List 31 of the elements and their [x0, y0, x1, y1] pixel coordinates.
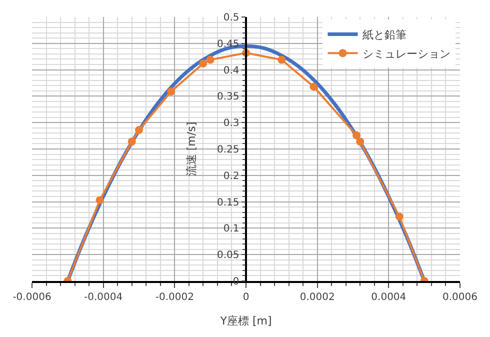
y-tick-label: 0.3 [223, 118, 240, 130]
x-axis-title: Y座標 [m] [219, 314, 272, 328]
point [96, 196, 104, 204]
legend-label: 紙と鉛筆 [362, 28, 407, 42]
point [310, 82, 318, 91]
y-tick-label: 0.15 [216, 197, 240, 208]
x-tick-label: -0.0006 [12, 292, 52, 303]
point [356, 138, 364, 146]
y-tick-label: 0.4 [223, 65, 240, 76]
point [167, 87, 176, 96]
x-tick-label: -0.0004 [84, 292, 123, 303]
y-tick-label: 0.05 [216, 250, 240, 262]
x-tick-label: 0.0006 [442, 292, 478, 303]
x-tick-label: 0.0004 [371, 292, 406, 303]
point [395, 212, 404, 221]
legend-label: シミュレーション [362, 47, 451, 60]
x-tick-label: 0.0002 [300, 292, 335, 303]
point [128, 138, 136, 146]
y-tick-label: 0.1 [223, 224, 240, 235]
x-tick-label: 0 [242, 292, 250, 303]
y-tick-label: 0.25 [216, 144, 240, 156]
point [199, 59, 208, 68]
point [135, 126, 143, 134]
point [278, 56, 286, 64]
y-tick-label: 0.2 [223, 170, 240, 182]
point [206, 56, 214, 64]
x-tick-label: -0.0002 [155, 292, 194, 303]
y-axis-title: 流速 [m/s] [185, 122, 198, 176]
y-tick-label: 0.35 [216, 92, 240, 103]
point [352, 131, 361, 140]
y-tick-label: 0.5 [223, 12, 240, 24]
